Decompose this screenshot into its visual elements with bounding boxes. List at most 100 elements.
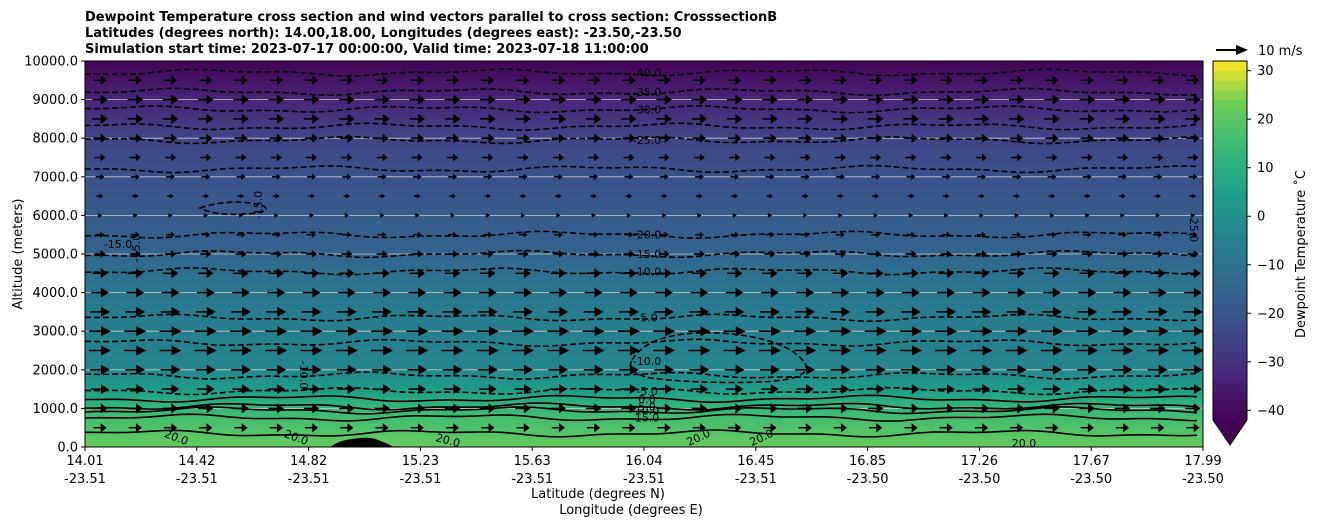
wind-vector-head — [453, 268, 461, 279]
colorbar-level — [1213, 89, 1247, 101]
dewpoint-band — [85, 234, 1203, 239]
wind-vector-head — [735, 326, 746, 337]
wind-vector-head — [168, 212, 173, 218]
x-tick-label-lat: 14.82 — [290, 454, 327, 469]
dewpoint-band — [85, 211, 1203, 216]
wind-vector-head — [947, 287, 955, 298]
colorbar-tick-label: −30 — [1257, 355, 1284, 370]
wind-vector-head — [594, 345, 605, 356]
dewpoint-contour-lines — [85, 68, 1198, 438]
x-tick-label-lat: 16.45 — [737, 454, 774, 469]
wind-vector-head — [1052, 364, 1062, 375]
contour-label: -10.0 — [633, 355, 661, 368]
wind-vector-head — [1194, 326, 1203, 337]
wind-vector-head — [700, 345, 711, 356]
colorbar-level — [1213, 274, 1247, 285]
wind-vector-head — [1193, 403, 1201, 414]
wind-vector-head — [982, 75, 989, 85]
wind-vector-head — [453, 345, 464, 356]
dewpoint-band — [85, 203, 1203, 208]
dewpoint-band — [85, 319, 1203, 324]
wind-vector-head — [312, 113, 320, 124]
wind-vector-head — [946, 133, 953, 143]
wind-vector-head — [312, 94, 320, 105]
dewpoint-band — [85, 176, 1203, 181]
wind-vector-head — [100, 75, 107, 85]
side-contour-label: -15.0 — [104, 238, 132, 251]
wind-vector-head — [382, 403, 390, 414]
wind-vector-head — [911, 423, 918, 433]
wind-vector-head — [312, 364, 322, 375]
wind-vector-head — [239, 212, 244, 218]
wind-vector-head — [876, 306, 886, 317]
wind-vector-head — [663, 193, 668, 199]
x-tick-label-lon: -23.51 — [176, 472, 218, 487]
wind-vector-head — [629, 153, 635, 162]
wind-vector-head — [99, 193, 104, 199]
wind-vector-head — [841, 364, 851, 375]
wind-vector-head — [275, 193, 280, 199]
wind-vector-head — [770, 403, 778, 414]
wind-vector-head — [1017, 94, 1025, 105]
wind-vector-head — [523, 268, 531, 279]
wind-vector-head — [488, 306, 498, 317]
wind-vector-head — [347, 423, 354, 433]
wind-vector-head — [841, 268, 849, 279]
dewpoint-band — [85, 218, 1203, 224]
wind-vector-head — [664, 94, 672, 105]
x-tick-label-lat: 14.42 — [178, 454, 215, 469]
wind-vector-head — [559, 75, 565, 85]
wind-vector-head — [664, 268, 672, 279]
wind-vector-head — [418, 403, 426, 414]
contour-label: -25.0 — [633, 134, 661, 147]
wind-vector-head — [735, 173, 740, 180]
wind-vector-head — [1123, 287, 1132, 298]
wind-vector-head — [242, 326, 253, 337]
dewpoint-band — [85, 230, 1203, 235]
dewpoint-band — [85, 346, 1203, 351]
wind-vector-head — [206, 133, 213, 143]
wind-vector-head — [839, 193, 844, 199]
wind-vector-head — [594, 384, 603, 395]
wind-vector-head — [594, 326, 605, 337]
wind-vector-head — [241, 268, 249, 279]
wind-vector-head — [1193, 94, 1201, 105]
wind-vector-head — [100, 384, 109, 395]
wind-vector-head — [594, 403, 602, 414]
contour-line — [85, 338, 1198, 348]
dewpoint-band — [85, 191, 1203, 197]
x-tick-label-lat: 15.63 — [514, 454, 551, 469]
y-tick-label: 10000.0 — [24, 55, 78, 70]
contour-label: -30.0 — [633, 103, 661, 116]
wind-vector-head — [488, 423, 495, 433]
y-tick-label: 2000.0 — [33, 363, 79, 378]
x-tick-label-lon: -23.51 — [288, 472, 330, 487]
x-axis-label-latitude: Latitude (degrees N) — [531, 487, 665, 502]
wind-vector-head — [1155, 212, 1160, 218]
contour-line — [85, 105, 1198, 114]
wind-vector-head — [665, 364, 675, 375]
wind-vector-head — [805, 153, 811, 162]
wind-vector-head — [912, 345, 922, 356]
wind-vector-head — [841, 133, 848, 143]
dewpoint-band — [85, 103, 1203, 108]
colorbar-level — [1213, 264, 1247, 275]
wind-vector-head — [838, 212, 843, 218]
wind-vector-head — [1052, 268, 1060, 279]
wind-vector-head — [453, 75, 460, 85]
wind-vector-head — [312, 133, 319, 143]
wind-vector-head — [806, 287, 814, 298]
wind-vector-head — [241, 423, 248, 433]
wind-vector-head — [1158, 384, 1167, 395]
wind-vector-head — [240, 193, 245, 199]
wind-vector-head — [771, 326, 781, 337]
wind-vector-head — [806, 306, 816, 317]
wind-vector-head — [629, 326, 640, 337]
wind-vectors — [89, 75, 1203, 433]
wind-vector-head — [770, 153, 776, 162]
wind-vector-head — [1123, 306, 1133, 317]
wind-vector-head — [383, 345, 394, 356]
wind-vector-head — [911, 231, 916, 238]
wind-vector-head — [1123, 250, 1128, 258]
dewpoint-band — [85, 180, 1203, 185]
